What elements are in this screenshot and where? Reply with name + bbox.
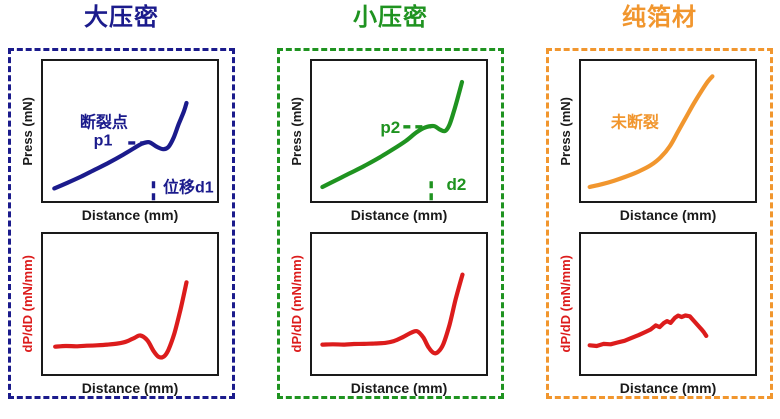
plot-area: 断裂点 p1 位移d1 <box>41 59 219 203</box>
plot-row: dP/dD (mN/mm) <box>552 232 757 376</box>
plot-row: dP/dD (mN/mm) <box>283 232 488 376</box>
panel-big-compaction: 大压密 Press (mN) 断裂点 p1 位移d1 Distance (mm) d… <box>8 0 235 419</box>
annotation-d1-label: 位移d1 <box>162 179 214 197</box>
curve <box>320 272 465 356</box>
press-chart-pure-foil: Press (mN) 未断裂 Distance (mm) <box>552 59 757 232</box>
panel-title: 纯箔材 <box>622 4 697 31</box>
press-chart-big-compaction: Press (mN) 断裂点 p1 位移d1 Distance (mm) <box>14 59 219 232</box>
plot-row: Press (mN) p2 d2 <box>283 59 488 203</box>
curve-canvas <box>53 280 189 360</box>
plot-area <box>579 232 757 376</box>
curve <box>587 313 709 349</box>
plot-area: p2 d2 <box>310 59 488 203</box>
x-axis-label: Distance (mm) <box>350 207 448 223</box>
panel-small-compaction: 小压密 Press (mN) p2 d2 Distance (mm) dP/dD … <box>277 0 504 419</box>
annotation-fracture-point-label: 断裂点 <box>79 113 128 131</box>
curve <box>53 280 189 360</box>
plot-row: dP/dD (mN/mm) <box>14 232 219 376</box>
press-chart-small-compaction: Press (mN) p2 d2 Distance (mm) <box>283 59 488 232</box>
y-axis-cell: dP/dD (mN/mm) <box>14 232 41 376</box>
panel-title: 小压密 <box>353 4 428 31</box>
curve-canvas <box>320 79 465 201</box>
curve-canvas <box>587 74 715 190</box>
curve-canvas <box>587 313 709 349</box>
annotation-p2-label: p2 <box>380 117 401 137</box>
x-axis-label: Distance (mm) <box>350 380 448 396</box>
plot-area <box>41 232 219 376</box>
y-axis-label: Press (mN) <box>20 96 35 166</box>
y-axis-cell: dP/dD (mN/mm) <box>283 232 310 376</box>
y-axis-cell: Press (mN) <box>14 59 41 203</box>
x-axis-label: Distance (mm) <box>81 380 179 396</box>
annotation-p1-label: p1 <box>93 132 113 150</box>
y-axis-cell: Press (mN) <box>552 59 579 203</box>
plot-row: Press (mN) 未断裂 <box>552 59 757 203</box>
annotation-no-fracture-label: 未断裂 <box>610 113 659 131</box>
panel-title: 大压密 <box>84 4 159 31</box>
y-axis-label: dP/dD (mN/mm) <box>558 255 573 353</box>
y-axis-cell: Press (mN) <box>283 59 310 203</box>
plot-area <box>310 232 488 376</box>
dashed-box: Press (mN) p2 d2 Distance (mm) dP/dD (mN/… <box>277 48 504 399</box>
x-axis-label: Distance (mm) <box>619 380 717 396</box>
derivative-chart-small-compaction: dP/dD (mN/mm) Distance (mm) <box>283 232 488 400</box>
curve-canvas <box>52 100 189 201</box>
y-axis-label: Press (mN) <box>558 96 573 166</box>
dashed-box: Press (mN) 未断裂 Distance (mm) dP/dD (mN/m… <box>546 48 773 399</box>
y-axis-cell: dP/dD (mN/mm) <box>552 232 579 376</box>
derivative-chart-big-compaction: dP/dD (mN/mm) Distance (mm) <box>14 232 219 400</box>
panel-pure-foil: 纯箔材 Press (mN) 未断裂 Distance (mm) dP/dD (… <box>546 0 773 419</box>
y-axis-label: dP/dD (mN/mm) <box>20 255 35 353</box>
plot-row: Press (mN) 断裂点 p1 位移d1 <box>14 59 219 203</box>
derivative-chart-pure-foil: dP/dD (mN/mm) Distance (mm) <box>552 232 757 400</box>
y-axis-label: Press (mN) <box>289 96 304 166</box>
dashed-box: Press (mN) 断裂点 p1 位移d1 Distance (mm) dP/dD… <box>8 48 235 399</box>
annotation-d2-label: d2 <box>446 174 467 194</box>
x-axis-label: Distance (mm) <box>81 207 179 223</box>
x-axis-label: Distance (mm) <box>619 207 717 223</box>
y-axis-label: dP/dD (mN/mm) <box>289 255 304 353</box>
curve-canvas <box>320 272 465 356</box>
plot-area: 未断裂 <box>579 59 757 203</box>
curve <box>587 74 715 190</box>
curve <box>320 79 465 190</box>
